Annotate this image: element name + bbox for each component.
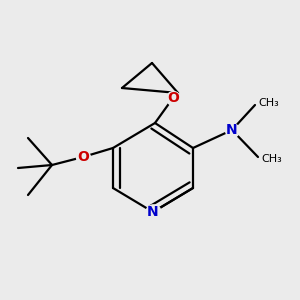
Text: N: N — [147, 205, 159, 219]
Text: N: N — [226, 123, 238, 137]
Text: O: O — [77, 150, 89, 164]
Text: O: O — [167, 91, 179, 105]
Text: CH₃: CH₃ — [258, 98, 279, 109]
Text: CH₃: CH₃ — [261, 154, 282, 164]
